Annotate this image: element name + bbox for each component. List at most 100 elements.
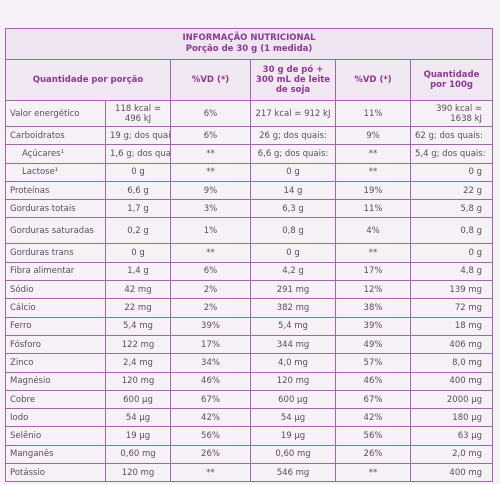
nutrient-row: Fósforo 122 mg 17% 344 mg 49% 406 mg: [5, 334, 494, 355]
nutrient-value: 0,8 g: [409, 217, 494, 245]
nutrient-name: Açúcares¹: [5, 144, 106, 164]
nutrient-value: **: [335, 463, 411, 483]
header-cell: %VD (*): [170, 59, 251, 101]
nutrient-value: 1%: [170, 217, 251, 245]
nutrient-value: 22 mg: [105, 298, 171, 318]
nutrient-row: Fibra alimentar 1,4 g 6% 4,2 g 17% 4,8 g: [5, 261, 494, 282]
nutrient-name: Manganês: [5, 444, 106, 465]
nutrient-value: 0 g: [105, 243, 171, 263]
nutrient-value: 390 kcal = 1638 kJ: [409, 100, 494, 127]
nutrient-value: 118 kcal = 496 kJ: [105, 100, 171, 127]
nutrient-value: 400 mg: [409, 371, 494, 391]
nutrient-value: 1,7 g: [105, 199, 171, 219]
nutrient-value: 600 µg: [105, 389, 171, 410]
nutrient-value: 49%: [335, 334, 411, 355]
nutrient-value: 180 µg: [409, 408, 494, 428]
nutrient-value: **: [170, 463, 251, 483]
nutrient-name: Cobre: [5, 389, 106, 410]
header-cell: %VD (*): [335, 59, 411, 101]
nutrient-value: 2%: [170, 298, 251, 318]
title-row: INFORMAÇÃO NUTRICIONAL Porção de 30 g (1…: [4, 28, 494, 60]
nutrient-value: 4%: [335, 217, 411, 245]
nutrient-name: Fósforo: [5, 334, 106, 355]
nutrient-value: 26%: [170, 444, 251, 465]
nutrient-value: 46%: [170, 371, 251, 391]
nutrient-value: 122 mg: [105, 334, 171, 355]
nutrient-value: 400 mg: [409, 463, 494, 483]
nutrient-value: 139 mg: [409, 280, 494, 300]
nutrient-name: Lactose¹: [5, 162, 106, 182]
nutrient-value: 67%: [335, 389, 411, 410]
nutrient-value: 0,8 g: [250, 217, 336, 245]
nutrient-name: Cálcio: [5, 298, 106, 318]
nutrient-name: Magnésio: [5, 371, 106, 391]
nutrient-value: 56%: [170, 426, 251, 446]
nutrient-value: 18 mg: [409, 316, 494, 336]
nutrient-value: 11%: [335, 100, 411, 127]
nutrient-value: 72 mg: [409, 298, 494, 318]
nutrient-row: Gorduras trans 0 g ** 0 g ** 0 g: [5, 243, 494, 263]
nutrient-row: Magnésio 120 mg 46% 120 mg 46% 400 mg: [5, 371, 494, 391]
nutrient-row: Selênio 19 µg 56% 19 µg 56% 63 µg: [5, 426, 494, 446]
nutrient-name: Carboidratos: [5, 125, 106, 146]
nutrient-value: 6,6 g: [105, 180, 171, 201]
nutrient-value: 17%: [335, 261, 411, 282]
nutrient-value: 0,60 mg: [250, 444, 336, 465]
nutrient-value: 0 g: [409, 162, 494, 182]
nutrient-row: Gorduras totais 1,7 g 3% 6,3 g 11% 5,8 g: [5, 199, 494, 219]
nutrient-value: 67%: [170, 389, 251, 410]
nutrient-value: 4,0 mg: [250, 353, 336, 373]
nutrient-name: Gorduras saturadas: [5, 217, 106, 245]
nutrient-value: 14 g: [250, 180, 336, 201]
nutrient-row: Iodo 54 µg 42% 54 µg 42% 180 µg: [5, 408, 494, 428]
nutrient-value: 291 mg: [250, 280, 336, 300]
nutrient-row: Manganês 0,60 mg 26% 0,60 mg 26% 2,0 mg: [5, 444, 494, 465]
nutrient-value: 6,3 g: [250, 199, 336, 219]
header-row: Quantidade por porção %VD (*) 30 g de pó +…: [5, 59, 494, 101]
nutrient-name: Proteínas: [5, 180, 106, 201]
nutrient-value: 5,4 g; dos quais:: [409, 144, 494, 164]
nutrient-name: Sódio: [5, 280, 106, 300]
nutrient-value: 9%: [170, 180, 251, 201]
nutrition-table: INFORMAÇÃO NUTRICIONAL Porção de 30 g (1…: [4, 28, 494, 483]
header-cell: Quantidade por porção: [5, 59, 171, 101]
nutrient-value: 11%: [335, 199, 411, 219]
nutrient-value: 9%: [335, 125, 411, 146]
nutrient-value: 42%: [335, 408, 411, 428]
nutrient-value: 8,0 mg: [409, 353, 494, 373]
nutrient-value: 26%: [335, 444, 411, 465]
nutrient-value: 5,4 mg: [105, 316, 171, 336]
nutrient-value: 0 g: [105, 162, 171, 182]
nutrient-value: 19%: [335, 180, 411, 201]
nutrient-value: 26 g; dos quais:: [250, 125, 336, 146]
nutrient-value: 2%: [170, 280, 251, 300]
nutrient-name: Fibra alimentar: [5, 261, 106, 282]
nutrient-value: 38%: [335, 298, 411, 318]
nutrient-value: 54 µg: [105, 408, 171, 428]
nutrient-value: 4,8 g: [409, 261, 494, 282]
nutrient-value: 406 mg: [409, 334, 494, 355]
nutrient-value: 19 µg: [250, 426, 336, 446]
nutrient-value: **: [335, 144, 411, 164]
nutrient-row: Zinco 2,4 mg 34% 4,0 mg 57% 8,0 mg: [5, 353, 494, 373]
nutrient-value: 39%: [335, 316, 411, 336]
nutrient-value: 120 mg: [250, 371, 336, 391]
nutrient-value: 382 mg: [250, 298, 336, 318]
nutrient-name: Ferro: [5, 316, 106, 336]
nutrient-value: 2,0 mg: [409, 444, 494, 465]
header-cell: 30 g de pó + 300 mL de leite de soja: [250, 59, 336, 101]
nutrient-row: Proteínas 6,6 g 9% 14 g 19% 22 g: [5, 180, 494, 201]
nutrient-name: Zinco: [5, 353, 106, 373]
nutrient-row: Lactose¹ 0 g ** 0 g ** 0 g: [5, 162, 494, 182]
nutrient-value: 19 µg: [105, 426, 171, 446]
nutrient-row: Potássio 120 mg ** 546 mg ** 400 mg: [5, 463, 494, 483]
nutrient-value: 600 µg: [250, 389, 336, 410]
nutrient-value: **: [335, 243, 411, 263]
nutrient-row: Sódio 42 mg 2% 291 mg 12% 139 mg: [5, 280, 494, 300]
nutrient-value: 1,4 g: [105, 261, 171, 282]
nutrient-value: 0,60 mg: [105, 444, 171, 465]
nutrient-row: Ferro 5,4 mg 39% 5,4 mg 39% 18 mg: [5, 316, 494, 336]
header-cell: Quantidade por 100g: [409, 59, 494, 101]
